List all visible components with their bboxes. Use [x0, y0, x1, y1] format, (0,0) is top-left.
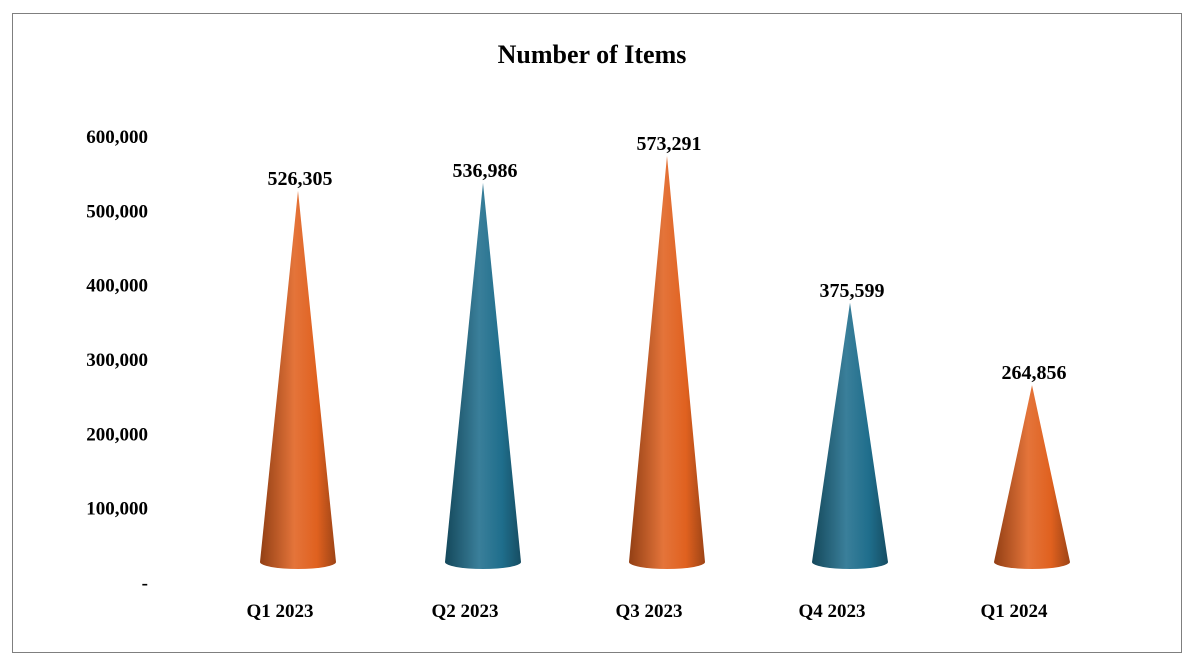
cone-shape: [445, 183, 521, 569]
data-label: 536,986: [453, 160, 518, 182]
x-category-label: Q3 2023: [615, 601, 682, 622]
x-category-label: Q2 2023: [431, 601, 498, 622]
data-label: 264,856: [1002, 362, 1067, 384]
cone-shape: [994, 385, 1070, 569]
x-category-label: Q4 2023: [798, 601, 865, 622]
cone-shape: [812, 303, 888, 569]
x-category-label: Q1 2024: [980, 601, 1048, 622]
x-axis: Q1 2023 Q2 2023 Q3 2023 Q4 2023 Q1 2024: [246, 601, 1048, 622]
y-tick-label: -: [142, 573, 148, 594]
cones: 526,305 536,986 573,291 375,599 264,856: [260, 133, 1070, 569]
data-label: 375,599: [820, 280, 885, 302]
cone-bar: 375,599: [812, 280, 888, 569]
cone-bar: 526,305: [260, 168, 336, 569]
cone-shape: [629, 156, 705, 569]
y-tick-label: 200,000: [86, 424, 148, 445]
y-tick-label: 400,000: [86, 276, 148, 297]
cone-bar: 264,856: [994, 362, 1070, 569]
y-tick-label: 600,000: [86, 127, 148, 148]
y-tick-label: 500,000: [86, 201, 148, 222]
y-tick-label: 100,000: [86, 499, 148, 520]
cone-chart: - 100,000 200,000 300,000 400,000 500,000 600,…: [0, 0, 1184, 628]
x-category-label: Q1 2023: [246, 601, 313, 622]
cone-shape: [260, 191, 336, 569]
data-label: 573,291: [637, 133, 702, 155]
cone-bar: 536,986: [445, 160, 521, 569]
cone-bar: 573,291: [629, 133, 705, 569]
data-label: 526,305: [268, 168, 333, 190]
y-tick-label: 300,000: [86, 350, 148, 371]
y-axis: - 100,000 200,000 300,000 400,000 500,000 600,…: [86, 127, 148, 594]
